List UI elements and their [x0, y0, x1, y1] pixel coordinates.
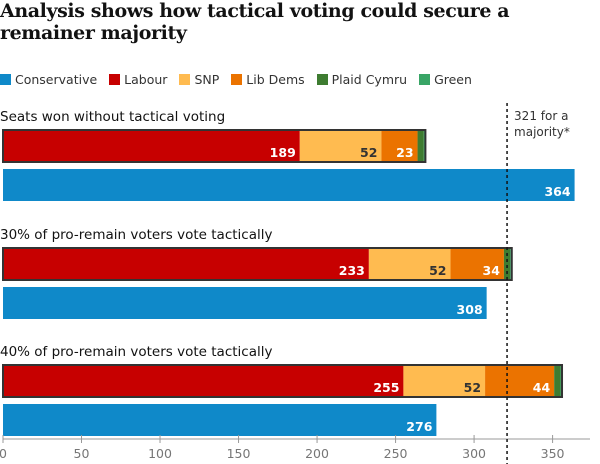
- scenario-label-3: 40% of pro-remain voters vote tactically: [0, 344, 272, 360]
- legend-swatch-conservative: [0, 73, 11, 85]
- x-tick-label-100: 100: [148, 446, 172, 461]
- legend-label-snp: SNP: [194, 71, 220, 87]
- x-tick-label-50: 50: [74, 446, 90, 461]
- legend-item-snp: SNP: [179, 72, 219, 87]
- value-label-lib-dems-scenario-2: 34: [483, 263, 501, 278]
- value-label-labour-scenario-2: 233: [339, 263, 365, 278]
- legend-item-conservative: Conservative: [0, 72, 97, 87]
- legend-swatch-green: [419, 73, 431, 85]
- legend-swatch-labour: [109, 73, 121, 85]
- value-label-conservative-scenario-1: 364: [544, 184, 570, 199]
- bar-labour-scenario-2: [3, 248, 369, 280]
- remain-bloc-outline-scenario-3: [2, 364, 564, 398]
- majority-label-line-2: majority*: [514, 125, 570, 139]
- majority-label-line-1: 321 for a: [514, 109, 568, 123]
- bar-conservative-scenario-2: [3, 287, 487, 319]
- legend-label-lib-dems: Lib Dems: [246, 71, 305, 87]
- bar-conservative-scenario-1: [3, 169, 575, 201]
- x-tick-label-300: 300: [462, 446, 486, 461]
- bar-labour-scenario-3: [3, 365, 404, 397]
- legend-label-conservative: Conservative: [15, 71, 98, 87]
- legend-item-green: Green: [419, 72, 472, 87]
- bar-plaid-cymru-scenario-1: [417, 130, 424, 162]
- legend-swatch-plaid-cymru: [316, 73, 328, 85]
- bar-plaid-cymru-scenario-3: [554, 365, 561, 397]
- bar-plaid-cymru-scenario-2: [503, 248, 511, 280]
- x-tick-label-200: 200: [305, 446, 329, 461]
- legend-swatch-lib-dems: [231, 73, 243, 85]
- scenario-label-2: 30% of pro-remain voters vote tactically: [0, 227, 272, 243]
- legend-item-lib-dems: Lib Dems: [231, 71, 305, 87]
- legend-label-green: Green: [434, 71, 472, 87]
- legend-label-plaid-cymru: Plaid Cymru: [331, 71, 408, 87]
- remain-bloc-outline-scenario-1: [2, 129, 427, 163]
- bar-lib-dems-scenario-3: [485, 365, 555, 397]
- x-tick-label-250: 250: [384, 446, 408, 461]
- x-tick-label-0: 0: [0, 446, 7, 461]
- scenario-label-1: Seats won without tactical voting: [0, 109, 225, 125]
- bar-snp-scenario-1: [299, 130, 382, 162]
- bar-conservative-scenario-3: [3, 404, 437, 436]
- bar-snp-scenario-2: [368, 248, 451, 280]
- value-label-snp-scenario-2: 52: [429, 263, 446, 278]
- legend: Conservative Labour SNP Lib Dems Plaid C…: [0, 71, 484, 87]
- legend-item-plaid-cymru: Plaid Cymru: [316, 71, 408, 87]
- value-label-labour-scenario-3: 255: [373, 380, 399, 395]
- bar-labour-scenario-1: [3, 130, 300, 162]
- bar-lib-dems-scenario-2: [450, 248, 504, 280]
- legend-item-labour: Labour: [109, 72, 167, 87]
- value-label-conservative-scenario-2: 308: [457, 302, 483, 317]
- value-label-lib-dems-scenario-3: 44: [533, 380, 551, 395]
- value-label-snp-scenario-3: 52: [464, 380, 481, 395]
- value-label-labour-scenario-1: 189: [270, 145, 296, 160]
- legend-swatch-snp: [179, 73, 191, 85]
- legend-label-labour: Labour: [124, 71, 168, 87]
- remain-bloc-outline-scenario-2: [2, 247, 513, 281]
- x-tick-label-350: 350: [541, 446, 565, 461]
- value-label-lib-dems-scenario-1: 23: [396, 145, 413, 160]
- chart-title: Analysis shows how tactical voting could…: [0, 0, 510, 44]
- bar-lib-dems-scenario-1: [381, 130, 418, 162]
- value-label-snp-scenario-1: 52: [360, 145, 377, 160]
- x-tick-label-150: 150: [227, 446, 251, 461]
- bar-snp-scenario-3: [403, 365, 486, 397]
- value-label-conservative-scenario-3: 276: [406, 419, 432, 434]
